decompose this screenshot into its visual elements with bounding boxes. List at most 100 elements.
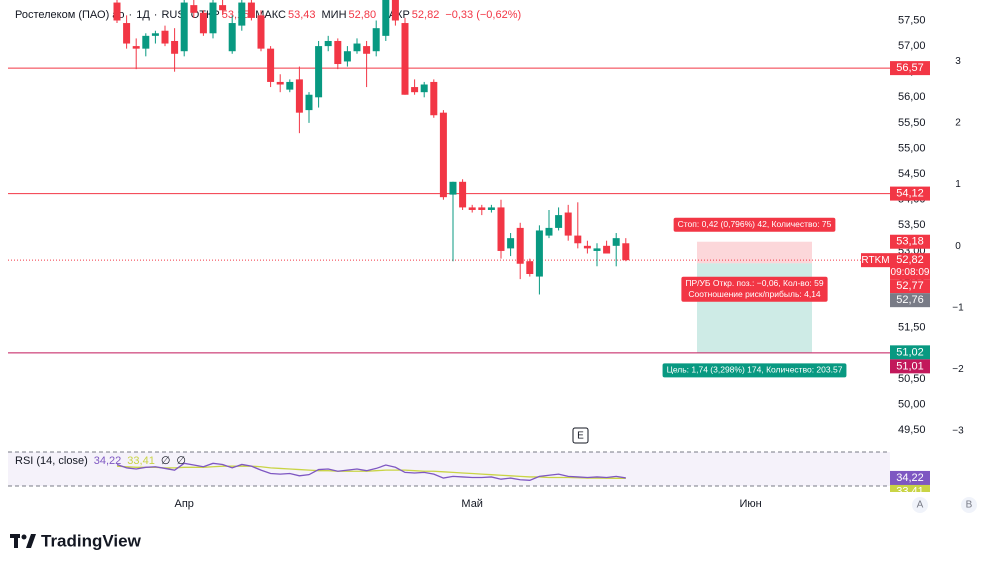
price-tag (890, 345, 930, 360)
candle-body (487, 207, 495, 210)
candle-body (478, 207, 486, 210)
candle-body (459, 181, 467, 208)
candle-body (209, 2, 217, 34)
candle-body (276, 81, 284, 85)
price-tag (890, 279, 930, 294)
candle-body (334, 40, 342, 65)
countdown: 09:08:09 (891, 267, 930, 278)
rsi-header: RSI (14, close) 34,22 33,41 ∅ ∅ (15, 455, 186, 467)
candle-body (564, 212, 572, 236)
y-tick-label: 57,50 (898, 14, 926, 26)
candle-body (180, 2, 188, 52)
candle-body (151, 33, 159, 36)
price-tag (890, 293, 930, 308)
scale-button[interactable] (912, 497, 928, 513)
rsi-value: 34,22 (94, 455, 122, 467)
separator: · (154, 9, 158, 21)
candle-body (219, 5, 227, 11)
candle-body (401, 23, 409, 95)
y-tick-label: 49,50 (898, 424, 926, 436)
pl-label-bg (681, 276, 828, 302)
candle-body (583, 245, 591, 249)
candle-body (171, 40, 179, 54)
x-tick-label: Май (461, 498, 483, 510)
ohlc-value: 52,82 (412, 9, 440, 21)
candle-body (324, 40, 332, 47)
price-tag (890, 359, 930, 374)
target-zone (697, 263, 812, 353)
y-tick-label: 55,50 (898, 117, 926, 129)
candle-body (238, 2, 246, 26)
stop-label: Стоп: 0,42 (0,796%) 42, Количество: 75 (673, 217, 836, 232)
candle-body (622, 243, 630, 261)
rsi-extra: ∅ (176, 455, 186, 467)
rsi-tag-label: 34,22 (896, 472, 924, 484)
price-tag (890, 253, 930, 280)
price-tag (890, 61, 930, 76)
candle-body (411, 87, 419, 93)
scale-button[interactable] (961, 497, 977, 513)
candle-body (132, 46, 140, 49)
candle-body (315, 46, 323, 98)
candle-body (593, 248, 601, 251)
rsi-clip (890, 492, 1000, 500)
candle-body (305, 94, 313, 111)
candle-body (555, 215, 563, 228)
price-tag-label: 53,18 (896, 236, 924, 248)
candle-body (497, 207, 505, 251)
y2-tick-label: −3 (952, 425, 964, 436)
event-marker[interactable]: E (572, 427, 589, 444)
price-tag (890, 234, 930, 249)
candle-body (363, 46, 371, 54)
logo-icon (10, 534, 36, 548)
candle-body (190, 5, 198, 13)
symbol-tag-label: RTKM (861, 255, 889, 266)
y-tick-label: 51,50 (898, 322, 926, 334)
y2-tick-label: 1 (955, 179, 961, 190)
rsi-ma-line (116, 465, 626, 480)
candle-body (286, 81, 294, 90)
candle-body (228, 23, 236, 52)
candle-body (123, 23, 131, 44)
symbol-title: Ростелеком (ПАО) ао (15, 9, 125, 21)
y-tick-label: 56,00 (898, 91, 926, 103)
candle-body (574, 235, 582, 244)
y-tick-label: 54,50 (898, 168, 926, 180)
stop-label-text: Стоп: 0,42 (0,796%) 42, Количество: 75 (678, 219, 832, 229)
event-box[interactable] (572, 427, 589, 444)
stop-zone (697, 241, 812, 264)
y2-tick-label: 0 (955, 241, 961, 252)
price-tag-label: 51,01 (896, 360, 924, 372)
event-label[interactable]: E (577, 431, 584, 442)
scale-button-label[interactable]: B (966, 500, 973, 511)
symbol-tag (861, 253, 890, 268)
rsi-tag (890, 470, 930, 485)
candle-body (142, 35, 150, 49)
candle-body (382, 0, 390, 36)
candle-body (199, 12, 207, 34)
candle-body (113, 2, 121, 21)
candle-body (612, 238, 620, 246)
y2-tick-label: 3 (955, 56, 961, 67)
pl-label-text: ПР/УБ Откр. поз.: −0,06, Кол-во: 59 (685, 278, 823, 288)
candle-body (449, 181, 457, 195)
candle-body (439, 112, 447, 198)
candle-body (372, 28, 380, 52)
price-tag-label: 56,57 (896, 62, 924, 74)
y-tick-label: 57,00 (898, 40, 926, 52)
y2-tick-label: 2 (955, 118, 961, 129)
ohlc-value: 53,43 (288, 9, 316, 21)
pl-label-text: Соотношение риск/прибыль: 4,14 (688, 289, 821, 299)
pl-label: ПР/УБ Откр. поз.: −0,06, Кол-во: 59Соотн… (681, 276, 828, 302)
interval: 1Д (136, 9, 150, 21)
candle-body (353, 43, 361, 52)
scale-button-label[interactable]: A (917, 500, 924, 511)
x-tick-label: Апр (174, 498, 193, 510)
separator: · (129, 9, 133, 21)
target-label-bg (662, 363, 847, 378)
y-tick-label: 50,50 (898, 373, 926, 385)
candle-body (468, 207, 476, 210)
exchange: RUS (161, 9, 184, 21)
candle-body (535, 230, 543, 277)
